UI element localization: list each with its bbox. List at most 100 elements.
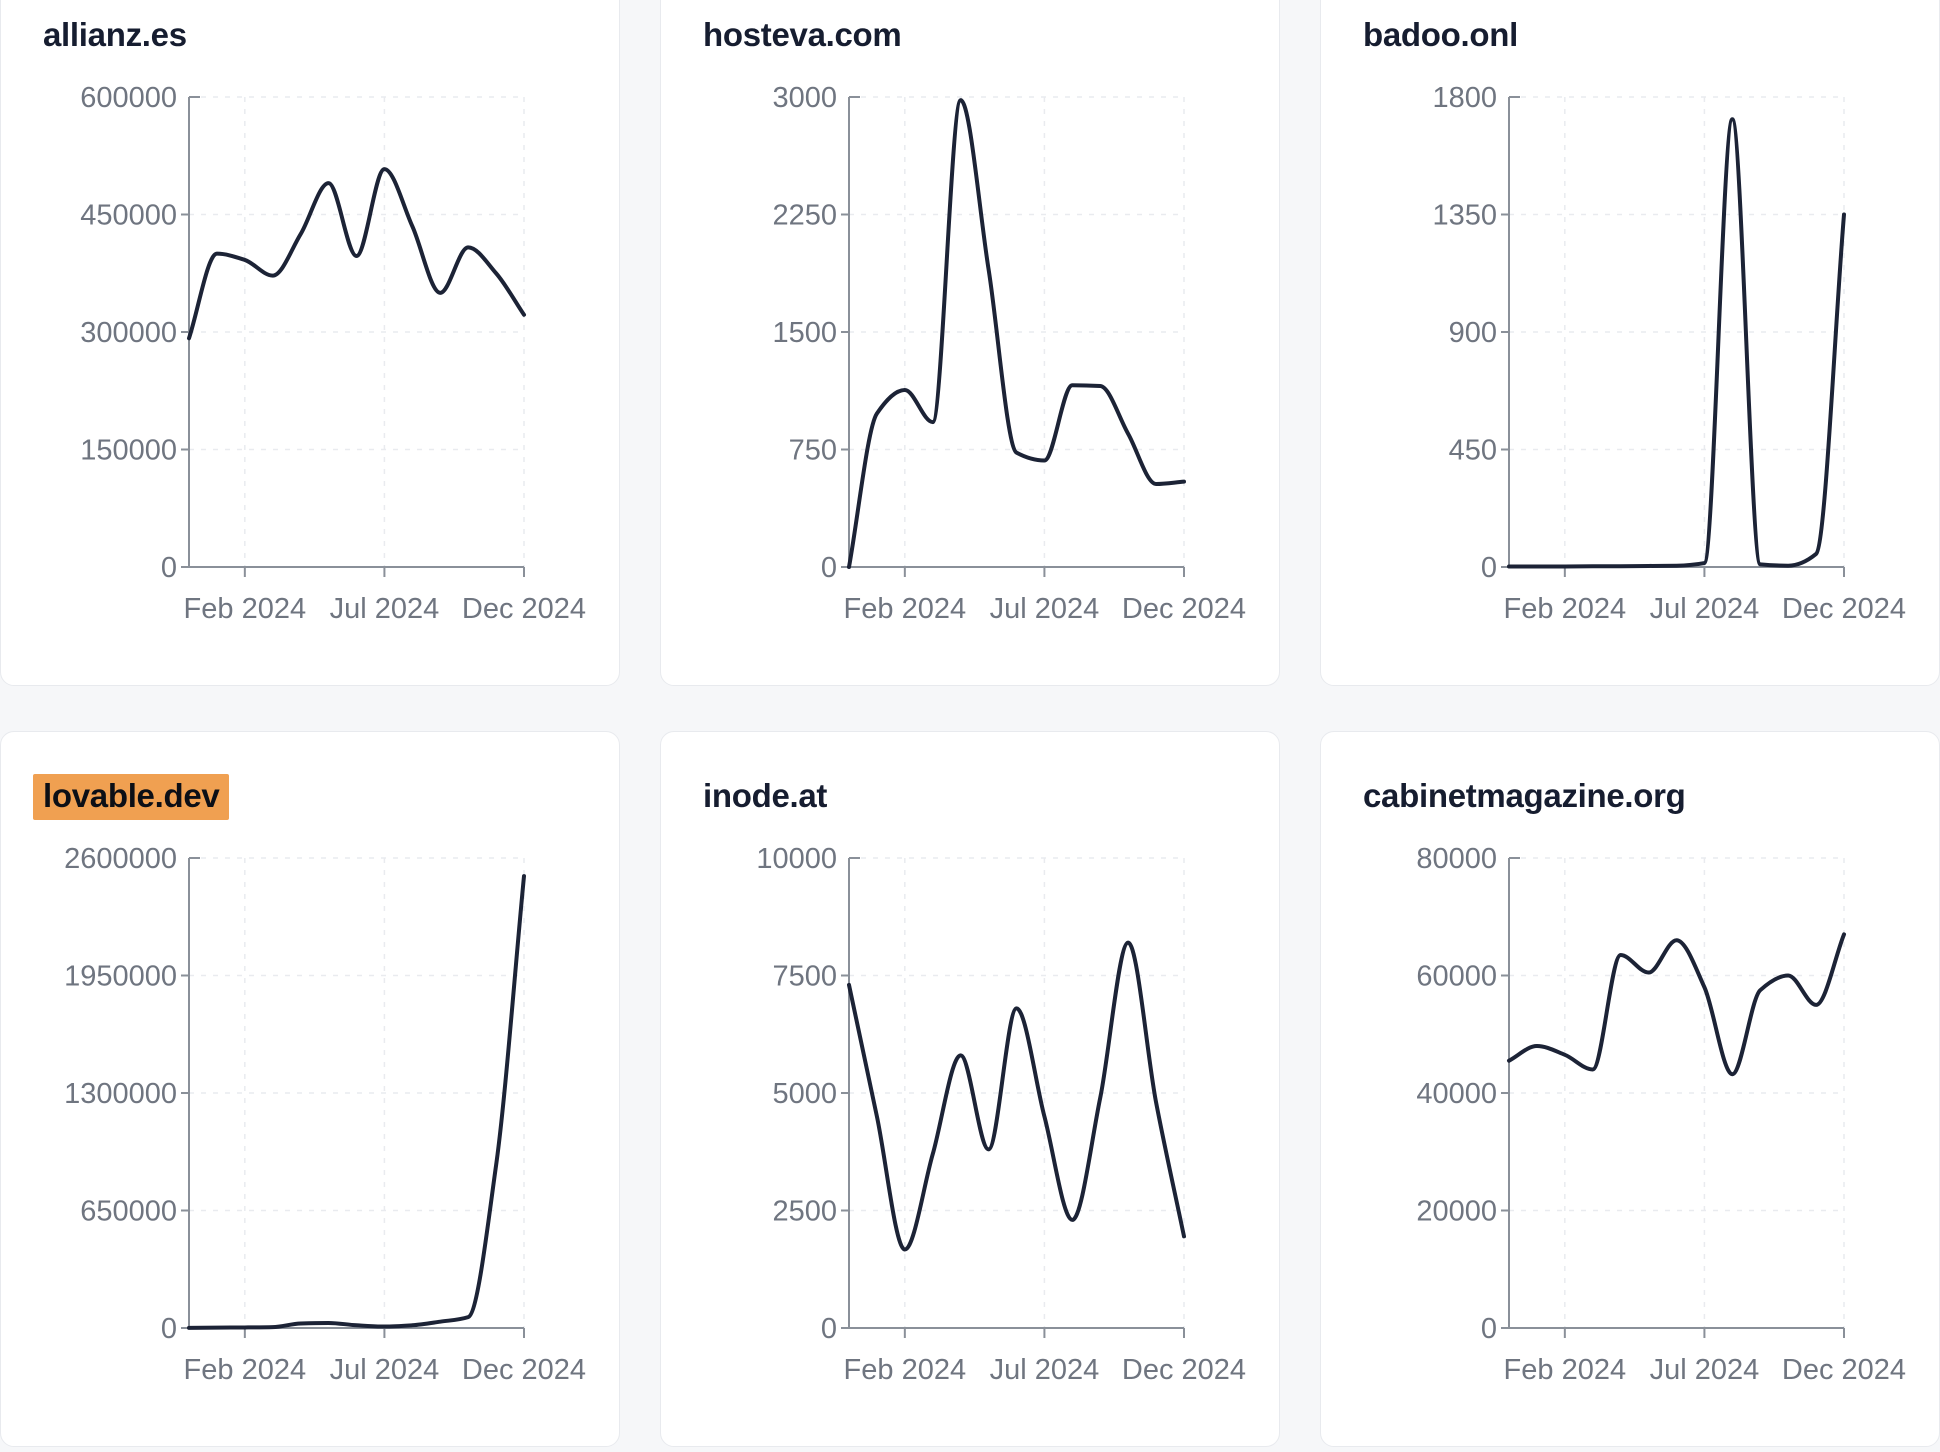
y-tick-labels: 0 450 900 1350 1800	[1432, 82, 1497, 584]
svg-text:80000: 80000	[1416, 843, 1497, 875]
svg-text:2600000: 2600000	[64, 843, 177, 875]
svg-text:Dec 2024: Dec 2024	[462, 1354, 586, 1386]
svg-text:7500: 7500	[772, 961, 837, 993]
traffic-line-chart: 0 650000 1300000 1950000 2600000 Feb 2024 Jul …	[64, 843, 587, 1386]
domain-chart-card[interactable]: inode.at 0 2500 5000 7500 10000 Feb 2024 Jul 2…	[660, 731, 1280, 1447]
domain-chart-card[interactable]: lovable.dev 0 650000 1300000 1950000 2600000…	[0, 731, 620, 1447]
x-tick-labels: Feb 2024 Jul 2024 Dec 2024	[184, 1354, 587, 1386]
svg-text:450: 450	[1449, 435, 1497, 467]
svg-text:Feb 2024: Feb 2024	[1504, 593, 1627, 625]
y-tick-labels: 0 750 1500 2250 3000	[772, 82, 837, 584]
svg-text:Dec 2024: Dec 2024	[1122, 1354, 1246, 1386]
svg-text:Feb 2024: Feb 2024	[844, 593, 967, 625]
svg-text:Jul 2024: Jul 2024	[330, 1354, 440, 1386]
y-tick-labels: 0 150000 300000 450000 600000	[80, 82, 177, 584]
svg-text:Dec 2024: Dec 2024	[1122, 593, 1246, 625]
svg-text:Feb 2024: Feb 2024	[844, 1354, 967, 1386]
domain-title-text: lovable.dev	[33, 774, 230, 820]
svg-text:150000: 150000	[80, 435, 177, 467]
x-axis	[1509, 566, 1845, 577]
svg-text:0: 0	[1481, 1313, 1497, 1345]
domain-title: allianz.es	[43, 15, 187, 55]
x-tick-labels: Feb 2024 Jul 2024 Dec 2024	[844, 1354, 1247, 1386]
svg-text:3000: 3000	[772, 82, 837, 114]
svg-text:Feb 2024: Feb 2024	[184, 593, 307, 625]
traffic-line-chart: 0 150000 300000 450000 600000 Feb 2024 Jul 202…	[80, 82, 587, 625]
svg-text:900: 900	[1449, 317, 1497, 349]
svg-text:Dec 2024: Dec 2024	[1782, 1354, 1906, 1386]
svg-text:Jul 2024: Jul 2024	[1650, 593, 1760, 625]
svg-text:40000: 40000	[1416, 1078, 1497, 1110]
domain-title-text: cabinetmagazine.org	[1363, 777, 1686, 814]
traffic-line-chart: 0 20000 40000 60000 80000 Feb 2024 Jul 2024 Dec…	[1416, 843, 1907, 1386]
domain-chart-card[interactable]: badoo.onl 0 450 900 1350 1800 Feb 2024 Jul 202…	[1320, 0, 1940, 686]
series-line	[1507, 117, 1846, 569]
x-axis	[849, 566, 1185, 577]
svg-text:10000: 10000	[756, 843, 837, 875]
svg-text:1500: 1500	[772, 317, 837, 349]
y-gridlines	[1509, 857, 1844, 1212]
y-gridlines	[189, 96, 524, 451]
x-axis	[849, 1327, 1185, 1338]
svg-text:60000: 60000	[1416, 961, 1497, 993]
svg-text:Dec 2024: Dec 2024	[462, 593, 586, 625]
svg-text:1800: 1800	[1432, 82, 1497, 114]
svg-text:Jul 2024: Jul 2024	[330, 593, 440, 625]
y-axis	[841, 857, 860, 1329]
svg-text:Jul 2024: Jul 2024	[990, 1354, 1100, 1386]
svg-text:2500: 2500	[772, 1196, 837, 1228]
svg-text:0: 0	[161, 1313, 177, 1345]
svg-text:300000: 300000	[80, 317, 177, 349]
x-tick-labels: Feb 2024 Jul 2024 Dec 2024	[844, 593, 1247, 625]
svg-text:Jul 2024: Jul 2024	[990, 593, 1100, 625]
domain-chart-card[interactable]: allianz.es 0 150000 300000 450000 600000 Feb …	[0, 0, 620, 686]
svg-text:Jul 2024: Jul 2024	[1650, 1354, 1760, 1386]
y-axis	[841, 96, 860, 568]
y-gridlines	[1509, 96, 1844, 451]
svg-text:1950000: 1950000	[64, 961, 177, 993]
x-tick-labels: Feb 2024 Jul 2024 Dec 2024	[1504, 1354, 1907, 1386]
series-line	[847, 940, 1186, 1252]
x-tick-labels: Feb 2024 Jul 2024 Dec 2024	[184, 593, 587, 625]
domain-title-text: badoo.onl	[1363, 16, 1518, 53]
svg-text:Feb 2024: Feb 2024	[1504, 1354, 1627, 1386]
domain-title: lovable.dev	[33, 774, 230, 820]
x-tick-labels: Feb 2024 Jul 2024 Dec 2024	[1504, 593, 1907, 625]
svg-text:450000: 450000	[80, 200, 177, 232]
svg-text:1300000: 1300000	[64, 1078, 177, 1110]
y-axis	[1501, 857, 1520, 1329]
svg-text:Dec 2024: Dec 2024	[1782, 593, 1906, 625]
svg-text:650000: 650000	[80, 1196, 177, 1228]
y-gridlines	[189, 857, 524, 1212]
svg-text:1350: 1350	[1432, 200, 1497, 232]
y-gridlines	[849, 96, 1184, 451]
svg-text:0: 0	[161, 552, 177, 584]
x-axis	[1509, 1327, 1845, 1338]
y-tick-labels: 0 650000 1300000 1950000 2600000	[64, 843, 177, 1345]
series-line	[187, 874, 526, 1330]
x-axis	[189, 1327, 525, 1338]
svg-text:Feb 2024: Feb 2024	[184, 1354, 307, 1386]
x-axis	[189, 566, 525, 577]
traffic-line-chart: 0 2500 5000 7500 10000 Feb 2024 Jul 2024 Dec 20…	[756, 843, 1247, 1386]
svg-text:0: 0	[821, 1313, 837, 1345]
traffic-line-chart: 0 750 1500 2250 3000 Feb 2024 Jul 2024 Dec 2024	[772, 82, 1247, 625]
y-axis	[181, 857, 200, 1329]
svg-text:5000: 5000	[772, 1078, 837, 1110]
domain-chart-card[interactable]: cabinetmagazine.org 0 20000 40000 60000 8000…	[1320, 731, 1940, 1447]
traffic-line-chart: 0 450 900 1350 1800 Feb 2024 Jul 2024 Dec 2024	[1432, 82, 1907, 625]
y-gridlines	[849, 857, 1184, 1212]
domain-title: cabinetmagazine.org	[1363, 776, 1686, 816]
svg-text:600000: 600000	[80, 82, 177, 114]
domain-title: inode.at	[703, 776, 827, 816]
svg-text:2250: 2250	[772, 200, 837, 232]
series-line	[847, 98, 1186, 569]
svg-text:0: 0	[821, 552, 837, 584]
svg-text:0: 0	[1481, 552, 1497, 584]
domain-title-text: hosteva.com	[703, 16, 902, 53]
series-line	[1507, 932, 1846, 1077]
domain-title: hosteva.com	[703, 15, 902, 55]
domain-chart-card[interactable]: hosteva.com 0 750 1500 2250 3000 Feb 2024 Jul …	[660, 0, 1280, 686]
